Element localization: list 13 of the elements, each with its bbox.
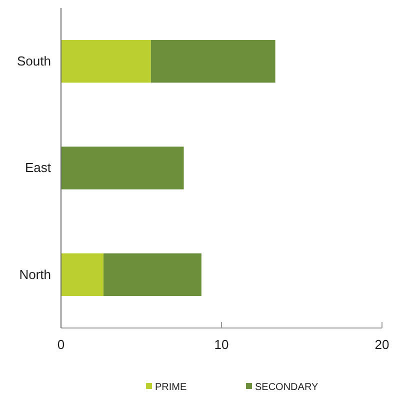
legend-label: PRIME: [155, 382, 187, 393]
bar: [61, 40, 151, 83]
x-tick-label: 10: [214, 337, 229, 352]
x-tick-label: 0: [57, 337, 65, 352]
bar: [150, 40, 276, 83]
y-tick-label: North: [19, 266, 51, 282]
y-tick-label: South: [17, 53, 51, 68]
bar: [104, 253, 202, 296]
x-tick-label: 20: [374, 337, 390, 352]
bar: [61, 253, 104, 296]
legend-label: SECONDARY: [255, 382, 318, 393]
bar: [61, 146, 184, 190]
y-tick-label: East: [24, 160, 52, 176]
